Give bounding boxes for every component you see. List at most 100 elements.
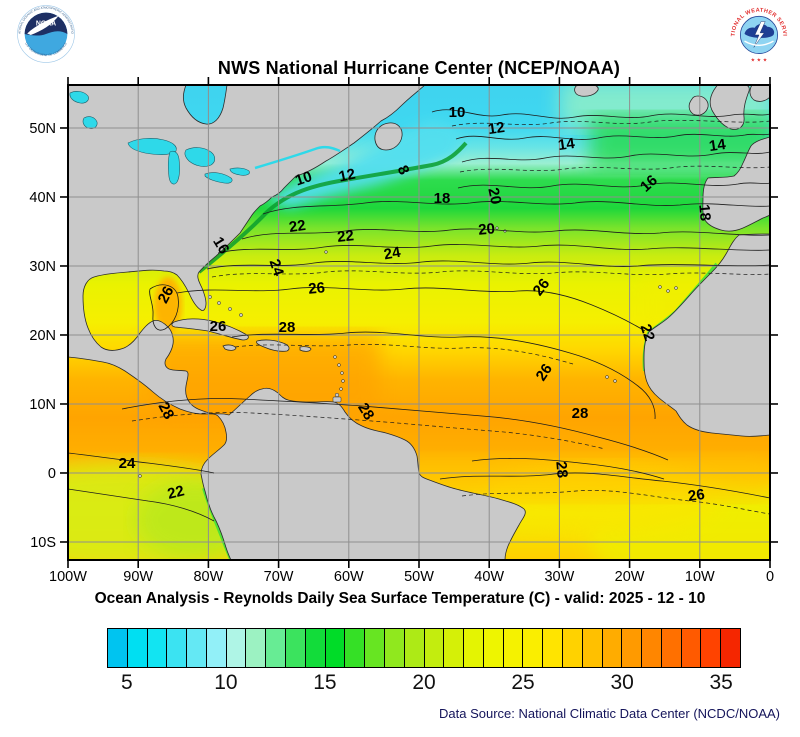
contour-label: 12 (337, 166, 357, 186)
colorbar-cell (542, 629, 562, 667)
x-axis-label: 100W (49, 569, 87, 585)
contour-label: 26 (155, 284, 178, 307)
contour-label: 28 (155, 400, 178, 423)
x-axis-label: 70W (264, 569, 294, 585)
contour-label: 22 (336, 227, 354, 246)
map-caption: Ocean Analysis - Reynolds Daily Sea Surf… (94, 590, 706, 607)
contour-label: 26 (210, 318, 227, 335)
contour-label: 28 (552, 461, 570, 479)
contour-label: 12 (487, 119, 506, 138)
contour-label: 24 (266, 257, 288, 279)
colorbar-cell (265, 629, 286, 667)
colorbar-cell (205, 629, 226, 667)
colorbar-cell (581, 629, 602, 667)
land-puerto-rico (299, 346, 312, 352)
contour-label: 14 (708, 136, 728, 155)
lake-erie (204, 172, 233, 184)
colorbar-cell (660, 629, 681, 667)
x-axis-label: 60W (334, 569, 364, 585)
contour-label: 22 (637, 322, 658, 343)
contour-label: 26 (533, 361, 556, 384)
colorbar-cell (304, 629, 325, 667)
page-title: NWS National Hurricane Center (NCEP/NOAA… (217, 58, 621, 78)
contour-label: 28 (572, 405, 589, 422)
colorbar-cell (245, 629, 266, 667)
land-hispaniola (256, 339, 290, 352)
colorbar-tick-label: 35 (709, 671, 733, 694)
contour-label: 16 (209, 234, 232, 257)
colorbar-cell (482, 629, 503, 667)
colorbar-tick-label: 20 (412, 671, 436, 694)
colorbar-cell (522, 629, 543, 667)
contour-label: 14 (557, 135, 577, 154)
colorbar-tick-label: 10 (214, 671, 238, 694)
x-axis-label: 40W (474, 569, 504, 585)
colorbar-cell (126, 629, 147, 667)
contour-label: 18 (434, 190, 451, 207)
contour-label: 26 (687, 486, 706, 505)
colorbar-cell (641, 629, 661, 667)
colorbar-cell (285, 629, 305, 667)
contour-label: 28 (354, 400, 377, 423)
colorbar-cell (108, 629, 127, 667)
land-americas (68, 85, 526, 560)
colorbar-tick-labels: 5 10 15 20 25 30 35 (107, 671, 741, 697)
colorbar-cell (423, 629, 444, 667)
y-axis-label: 30N (29, 259, 56, 275)
colorbar-cell (621, 629, 642, 667)
x-axis-label: 30W (544, 569, 574, 585)
contour-label: 18 (695, 204, 713, 222)
colorbar-tick-label: 30 (610, 671, 634, 694)
colorbar-cell (344, 629, 365, 667)
colorbar-cell (324, 629, 345, 667)
colorbar-cell (166, 629, 187, 667)
colorbar-cell (443, 629, 464, 667)
lake-huron (184, 147, 216, 167)
nws-logo: NATIONAL WEATHER SERVICE ★ ★ ★ (728, 2, 788, 71)
land-ireland (688, 95, 709, 116)
contour-label: 20 (478, 220, 496, 238)
gulf-stream-front (197, 141, 468, 274)
contour-label: 10 (293, 168, 314, 189)
axes: 100W 90W 80W 70W 60W 50W 40W 30W 20W 10W 0 50N 40N 30… (29, 77, 778, 585)
lake-ontario (229, 167, 250, 176)
data-source-credit: Data Source: National Climatic Data Cent… (439, 706, 780, 721)
colorbar-cell (146, 629, 167, 667)
contour-label: 22 (166, 482, 186, 503)
graticule (68, 85, 770, 560)
x-axis-label: 10W (685, 569, 715, 585)
lake-michigan (168, 150, 180, 185)
colorbar-cell (700, 629, 721, 667)
colorbar-cell (403, 629, 424, 667)
colorbar-tick-label: 5 (120, 671, 133, 694)
colorbar-cell (225, 629, 246, 667)
temperature-colorbar (107, 628, 741, 668)
contour-label: 10 (449, 104, 466, 121)
lake-winnipeg (69, 91, 89, 104)
land-jamaica (222, 344, 237, 351)
colorbar-tick-label: 15 (313, 671, 337, 694)
lakes-layer (69, 91, 341, 185)
contour-label: 26 (308, 279, 326, 297)
y-axis-label: 50N (29, 121, 56, 137)
contour-label: 20 (484, 186, 504, 206)
nws-logo-icon: NATIONAL WEATHER SERVICE ★ ★ ★ (728, 2, 788, 64)
contour-label: 24 (119, 455, 136, 472)
y-axis-label: 40N (29, 190, 56, 206)
colorbar-cell (463, 629, 483, 667)
y-axis-label: 10S (30, 535, 56, 551)
contour-label: 24 (383, 244, 403, 264)
contour-label: 28 (279, 319, 296, 336)
y-axis-label: 10N (29, 397, 56, 413)
colorbar-cell (502, 629, 523, 667)
colorbar-cell (364, 629, 384, 667)
x-axis-label: 0 (766, 569, 774, 585)
x-axis-label: 80W (193, 569, 223, 585)
x-axis-label: 50W (404, 569, 434, 585)
noaa-logo: NOAA NATIONAL OCEANIC AND ATMOSPHERIC AD… (16, 2, 75, 68)
x-axis-label: 90W (123, 569, 153, 585)
contour-label: 26 (530, 275, 554, 299)
contour-label: 22 (288, 217, 307, 236)
